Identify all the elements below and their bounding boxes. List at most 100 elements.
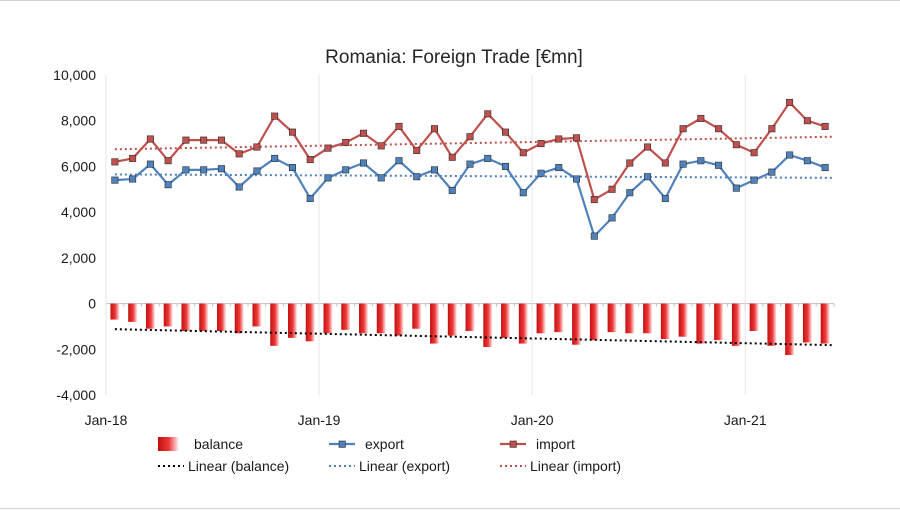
balance-bar: [572, 303, 581, 345]
export-point: [430, 166, 438, 174]
balance-bar: [465, 303, 475, 331]
y-tick-label: 8,000: [61, 113, 96, 129]
x-tick-label: Jan-18: [85, 412, 128, 428]
balance-bar: [536, 303, 546, 334]
export-point: [821, 164, 829, 172]
balance-bar: [802, 303, 812, 343]
legend-trend-label: Linear (balance): [188, 458, 289, 474]
balance-bar: [714, 303, 724, 341]
export-point: [519, 189, 527, 197]
balance-bar: [394, 303, 404, 336]
balance-bar: [749, 303, 759, 331]
legend-trend-label: Linear (export): [359, 458, 450, 474]
balance-bar: [643, 303, 652, 334]
balance-bar: [252, 303, 262, 327]
balance-bar: [163, 303, 173, 327]
export-point: [377, 174, 385, 182]
balance-bar: [412, 303, 422, 329]
balance-bar: [731, 303, 741, 346]
balance-bar: [430, 303, 439, 344]
balance-bar: [589, 303, 599, 341]
balance-bar: [660, 303, 670, 339]
import-point: [608, 185, 616, 193]
import-point: [803, 117, 811, 125]
import-point: [129, 154, 137, 162]
balance-bars: [110, 303, 830, 355]
import-point: [715, 125, 723, 133]
export-point: [359, 159, 367, 167]
import-point: [786, 98, 794, 106]
export-point: [697, 157, 705, 165]
export-point: [537, 169, 545, 177]
legend-import-label: import: [536, 436, 575, 452]
legend: balance export import Linear (balance) Linea…: [158, 436, 621, 474]
import-point: [182, 136, 190, 144]
import-point: [644, 143, 652, 151]
legend-export-label: export: [365, 436, 404, 452]
y-tick-label: 4,000: [61, 204, 96, 220]
import-point: [306, 156, 314, 164]
import-point: [111, 158, 119, 166]
import-point: [768, 125, 776, 133]
legend-balance-swatch: [158, 437, 178, 451]
export-point: [750, 176, 758, 184]
export-point: [146, 160, 154, 168]
export-point: [573, 175, 581, 183]
import-point: [253, 143, 261, 151]
import-point: [626, 159, 634, 167]
export-point: [466, 160, 474, 168]
export-point: [608, 214, 616, 222]
import-point: [217, 136, 225, 144]
export-point: [590, 232, 598, 240]
import-point: [288, 128, 296, 136]
y-tick-label: 0: [88, 296, 96, 312]
import-point: [146, 135, 154, 143]
export-point: [715, 161, 723, 169]
export-point: [324, 174, 332, 182]
import-point: [466, 133, 474, 141]
export-point: [129, 175, 137, 183]
import-point: [519, 149, 527, 157]
import-point: [430, 125, 438, 133]
x-tick-label: Jan-21: [724, 412, 767, 428]
balance-bar: [554, 303, 564, 333]
import-point: [413, 146, 421, 154]
export-point: [235, 183, 243, 191]
import-point: [448, 153, 456, 161]
balance-bar: [359, 303, 368, 334]
balance-bar: [341, 303, 351, 330]
x-axis: Jan-18 Jan-19 Jan-20 Jan-21: [85, 75, 835, 428]
balance-bar: [678, 303, 688, 337]
export-point: [111, 176, 119, 184]
import-point: [573, 134, 581, 142]
import-line: [114, 100, 826, 202]
export-point: [732, 184, 740, 192]
export-point: [288, 164, 296, 172]
import-point: [395, 122, 403, 130]
import-point: [661, 159, 669, 167]
export-point: [803, 157, 811, 165]
export-point: [661, 194, 669, 202]
trendline: [114, 328, 835, 347]
export-point: [253, 167, 261, 175]
x-tick-label: Jan-19: [298, 412, 341, 428]
y-tick-label: -2,000: [56, 341, 96, 357]
balance-bar: [820, 303, 830, 344]
balance-bar: [785, 303, 795, 355]
import-point: [271, 112, 279, 120]
balance-bar: [376, 303, 386, 334]
export-point: [200, 166, 208, 174]
legend-export-marker: [338, 440, 346, 448]
import-point: [679, 125, 687, 133]
export-point: [626, 189, 634, 197]
import-point: [537, 140, 545, 148]
export-point: [413, 173, 421, 181]
balance-bar: [270, 303, 280, 346]
export-point: [182, 166, 190, 174]
export-point: [644, 173, 652, 181]
import-point: [750, 149, 758, 157]
balance-bar: [110, 303, 120, 320]
balance-bar: [128, 303, 138, 322]
import-point: [732, 141, 740, 149]
legend-import-marker: [509, 440, 517, 448]
